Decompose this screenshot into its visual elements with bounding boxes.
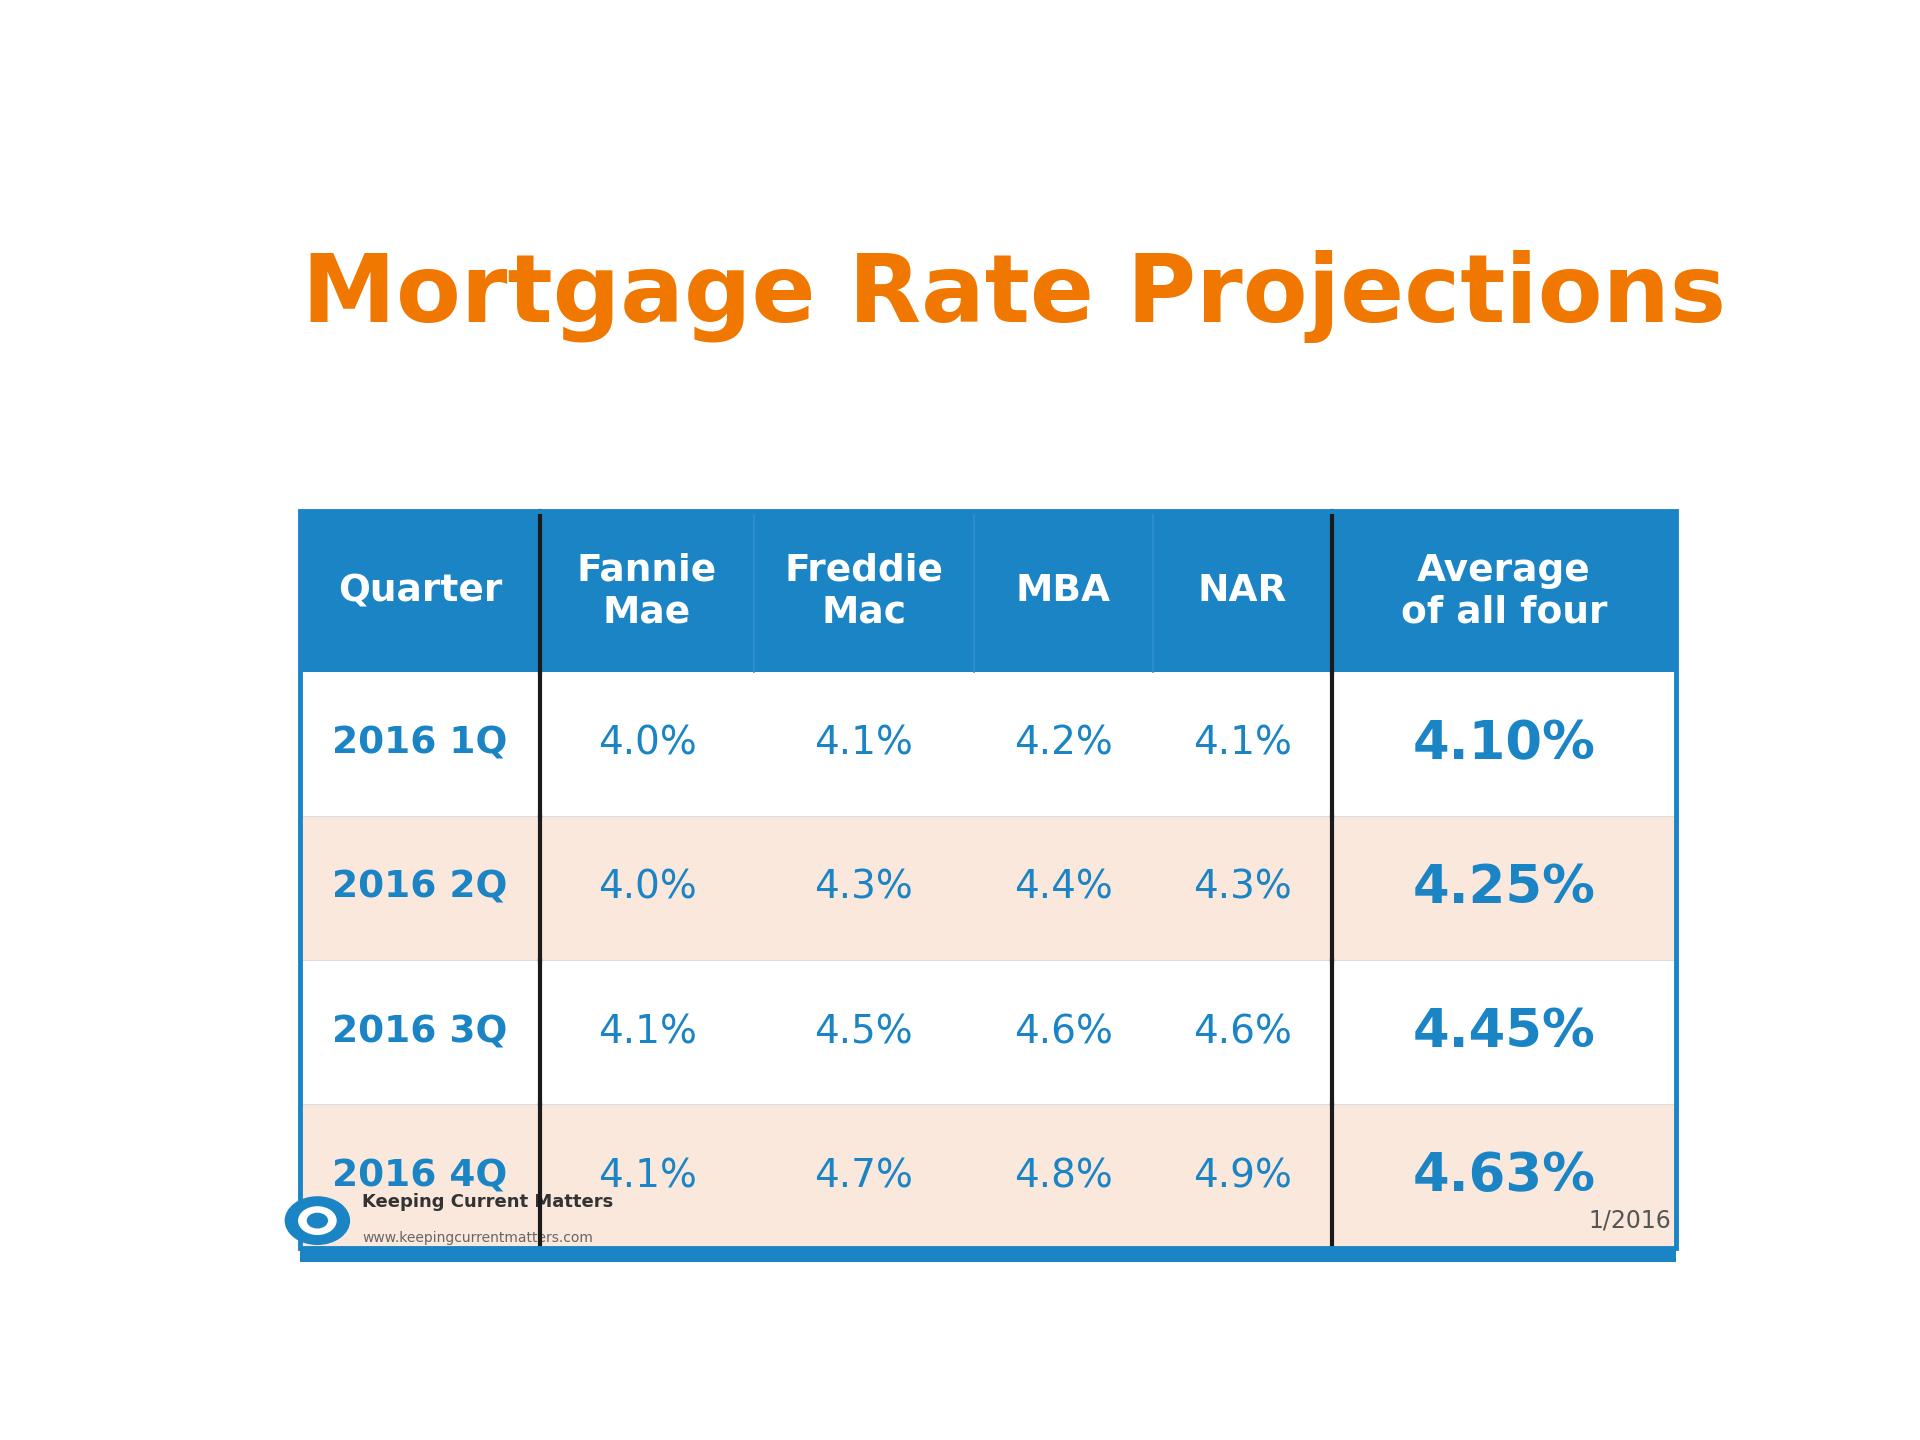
Bar xyxy=(300,511,1676,671)
Text: 4.8%: 4.8% xyxy=(1014,1158,1114,1195)
Text: NAR: NAR xyxy=(1198,573,1286,609)
Bar xyxy=(300,1248,1676,1261)
Bar xyxy=(300,511,1676,1248)
Text: 4.3%: 4.3% xyxy=(814,868,914,907)
Text: Fannie
Mae: Fannie Mae xyxy=(576,553,718,631)
Text: 4.2%: 4.2% xyxy=(1014,724,1114,763)
Text: 4.1%: 4.1% xyxy=(597,1014,697,1051)
Text: 1/2016: 1/2016 xyxy=(1588,1208,1672,1233)
Text: 4.3%: 4.3% xyxy=(1192,868,1292,907)
Text: 4.5%: 4.5% xyxy=(814,1014,914,1051)
Text: 4.63%: 4.63% xyxy=(1413,1151,1596,1202)
Text: 2016 1Q: 2016 1Q xyxy=(332,726,507,762)
Circle shape xyxy=(307,1212,328,1228)
Bar xyxy=(300,1104,1676,1248)
Text: 4.0%: 4.0% xyxy=(597,868,697,907)
Text: www.keepingcurrentmatters.com: www.keepingcurrentmatters.com xyxy=(363,1231,593,1244)
Text: 4.4%: 4.4% xyxy=(1014,868,1114,907)
Bar xyxy=(300,671,1676,816)
Text: MBA: MBA xyxy=(1016,573,1112,609)
Bar xyxy=(300,960,1676,1104)
Text: 4.45%: 4.45% xyxy=(1413,1007,1596,1058)
Circle shape xyxy=(298,1207,336,1236)
Text: 4.1%: 4.1% xyxy=(1192,724,1292,763)
Text: 2016 3Q: 2016 3Q xyxy=(332,1014,507,1050)
Text: Keeping Current Matters: Keeping Current Matters xyxy=(363,1192,612,1211)
Text: 4.9%: 4.9% xyxy=(1192,1158,1292,1195)
Text: Quarter: Quarter xyxy=(338,573,503,609)
Text: 4.10%: 4.10% xyxy=(1413,717,1596,770)
Bar xyxy=(300,816,1676,960)
Circle shape xyxy=(284,1197,349,1246)
Text: 4.25%: 4.25% xyxy=(1413,863,1596,914)
Text: 4.7%: 4.7% xyxy=(814,1158,914,1195)
Text: 2016 4Q: 2016 4Q xyxy=(332,1158,507,1194)
Text: 4.1%: 4.1% xyxy=(814,724,914,763)
Text: 4.0%: 4.0% xyxy=(597,724,697,763)
Text: Freddie
Mac: Freddie Mac xyxy=(785,553,943,631)
Text: Mortgage Rate Projections: Mortgage Rate Projections xyxy=(303,251,1726,343)
Text: Average
of all four: Average of all four xyxy=(1400,553,1607,631)
Text: 2016 2Q: 2016 2Q xyxy=(332,870,507,906)
Text: 4.6%: 4.6% xyxy=(1014,1014,1114,1051)
Text: 4.1%: 4.1% xyxy=(597,1158,697,1195)
Text: 4.6%: 4.6% xyxy=(1192,1014,1292,1051)
